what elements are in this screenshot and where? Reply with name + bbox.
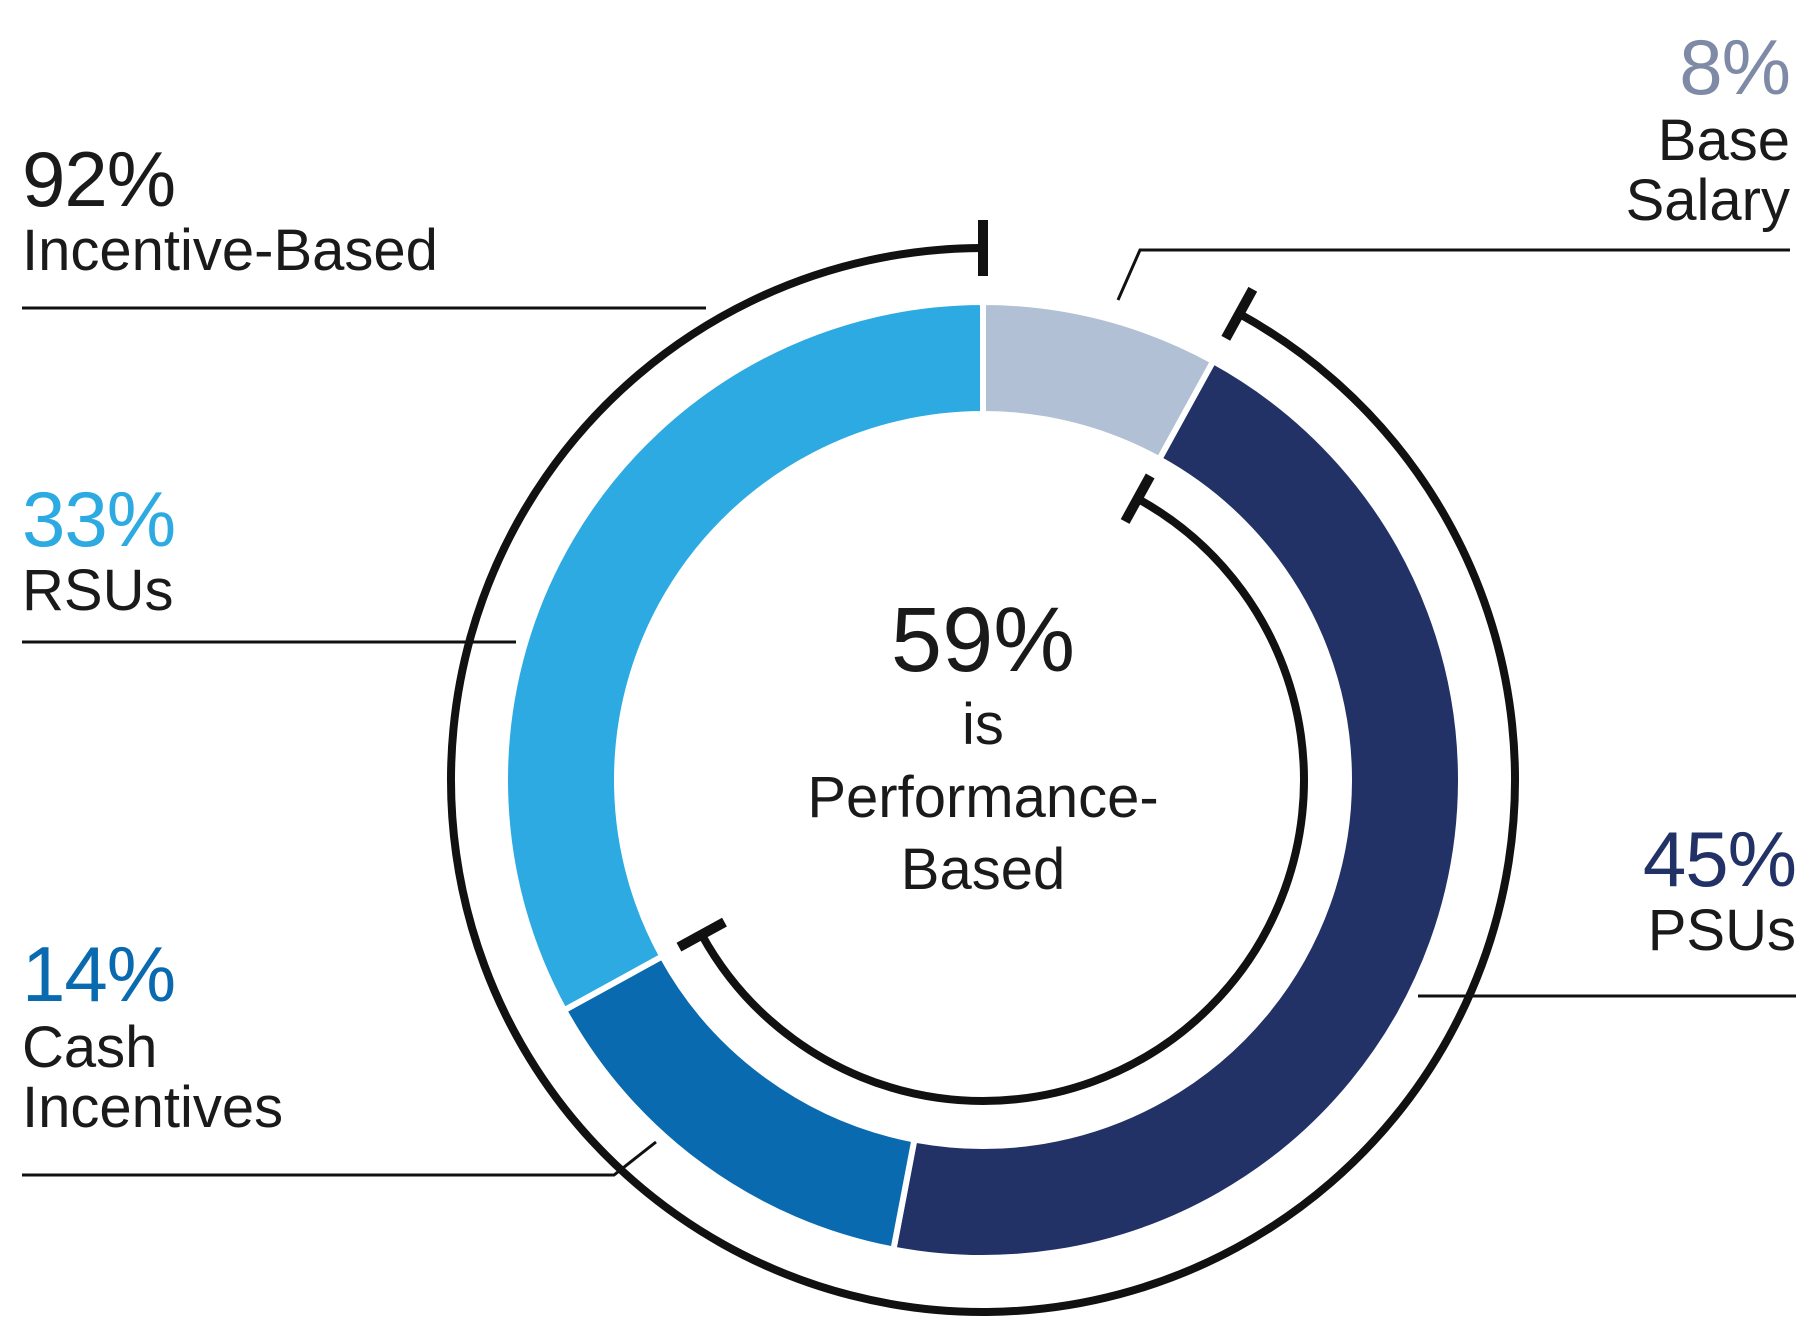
performance-bracket-tick-start: [1120, 473, 1155, 524]
psus-caption: PSUs: [1647, 898, 1796, 963]
rsus-caption: RSUs: [22, 558, 174, 623]
slice-rsus: [502, 298, 986, 1015]
cash-incentives-caption-2: Incentives: [22, 1075, 284, 1140]
slice-psus: [889, 357, 1464, 1261]
leader-lines: [22, 248, 1796, 1177]
group-brackets: [447, 220, 1519, 1316]
performance-bracket-tick-end: [676, 917, 727, 952]
rsus-label: 33% RSUs: [22, 475, 176, 623]
incentive-label: 92% Incentive-Based: [22, 140, 438, 280]
performance-bracket-arc: [698, 495, 1309, 1106]
slice-cash-incentives: [560, 952, 918, 1254]
donut-slices: [502, 298, 1464, 1261]
rsus-pct: 33%: [22, 475, 176, 563]
incentive-bracket-arc: [447, 244, 1519, 1316]
center-label: 59% is Performance- Based: [733, 594, 1233, 904]
center-line-3: Based: [900, 837, 1066, 903]
incentive-pct: 92%: [22, 135, 176, 223]
base-salary-leader-line: [1116, 248, 1790, 301]
center-line-2: Performance-: [807, 764, 1159, 830]
center-pct: 59%: [890, 589, 1076, 691]
cash-incentives-pct: 14%: [22, 930, 176, 1018]
base-salary-pct: 8%: [1679, 23, 1791, 111]
psus-pct: 45%: [1642, 815, 1797, 903]
base-salary-label: 8% Base Salary: [1625, 23, 1791, 233]
base-salary-caption-1: Base: [1657, 108, 1790, 173]
base-salary-caption-2: Salary: [1625, 168, 1790, 233]
cash-incentives-caption-1: Cash: [22, 1015, 158, 1080]
psus-label: 45% PSUs: [1642, 815, 1797, 963]
cash-incentives-label: 14% Cash Incentives: [22, 935, 283, 1137]
center-line-1: is: [962, 692, 1004, 757]
incentive-bracket-tick-start: [1221, 286, 1258, 341]
cash-incentives-leader-line: [22, 1140, 657, 1177]
incentive-caption: Incentive-Based: [22, 218, 438, 283]
